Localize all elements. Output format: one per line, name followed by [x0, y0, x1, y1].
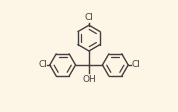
Text: Cl: Cl [131, 60, 140, 69]
Text: Cl: Cl [38, 60, 47, 69]
Text: Cl: Cl [85, 13, 93, 22]
Text: OH: OH [82, 75, 96, 84]
